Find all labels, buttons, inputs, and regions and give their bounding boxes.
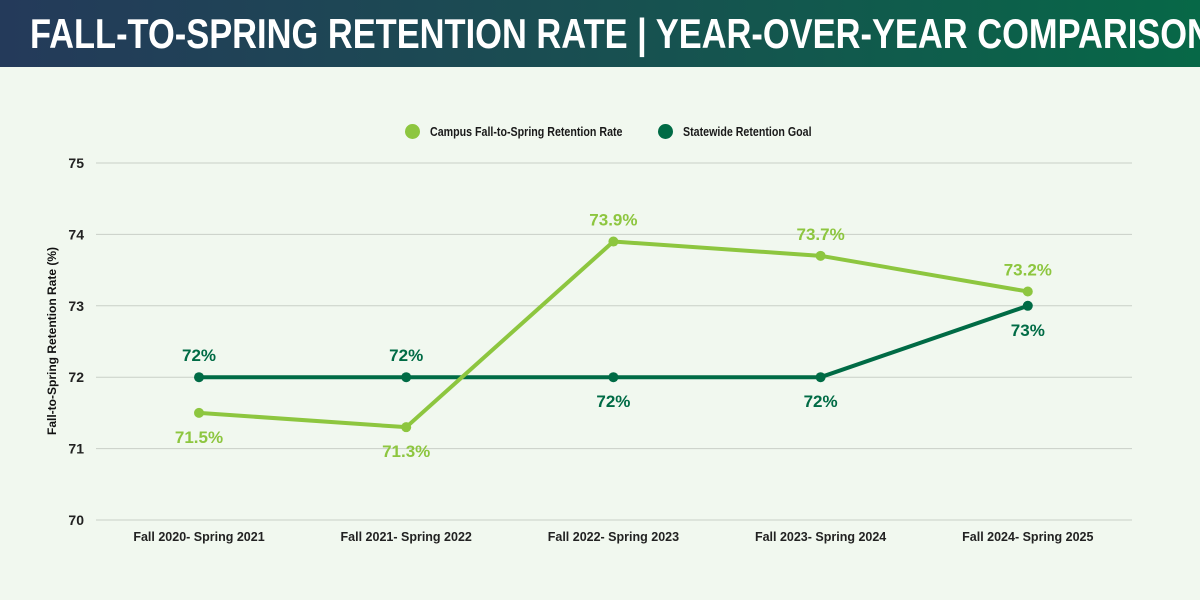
legend-item-statewide[interactable]: Statewide Retention Goal (658, 120, 840, 142)
data-label-campus: 71.5% (175, 428, 223, 447)
x-tick-label: Fall 2022- Spring 2023 (548, 530, 679, 544)
legend-label-campus: Campus Fall-to-Spring Retention Rate (430, 123, 623, 139)
x-tick-label: Fall 2023- Spring 2024 (755, 530, 886, 544)
y-tick-label: 74 (68, 226, 84, 242)
data-label-campus: 73.7% (796, 225, 844, 244)
data-point-statewide (815, 372, 826, 383)
data-label-statewide: 72% (596, 392, 630, 411)
data-point-campus (194, 407, 204, 418)
chart-title: FALL-TO-SPRING RETENTION RATE | YEAR-OVE… (30, 10, 1200, 57)
data-point-campus (815, 250, 826, 261)
data-point-statewide (1022, 300, 1033, 311)
data-label-statewide: 72% (182, 346, 216, 365)
legend: Campus Fall-to-Spring Retention Rate Sta… (0, 120, 1200, 142)
x-axis-ticks: Fall 2020- Spring 2021 Fall 2021- Spring … (133, 530, 1093, 544)
legend-marker-statewide-icon (658, 123, 673, 139)
data-point-statewide (401, 372, 412, 383)
data-labels: 71.5% 71.3% 73.9% 73.7% 73.2% 72% 72% 72% 72% 73% (175, 211, 1052, 462)
x-tick-label: Fall 2024- Spring 2025 (962, 530, 1093, 544)
data-point-statewide (194, 372, 204, 383)
legend-label-statewide: Statewide Retention Goal (683, 123, 812, 139)
data-label-campus: 73.2% (1004, 261, 1052, 280)
x-tick-label: Fall 2020- Spring 2021 (133, 530, 264, 544)
y-axis-ticks: 70 71 72 73 74 75 (68, 155, 84, 528)
data-label-campus: 71.3% (382, 442, 430, 461)
data-label-statewide: 72% (389, 346, 423, 365)
series-line-statewide (197, 303, 1030, 380)
series-layer (194, 236, 1033, 433)
data-point-campus (401, 422, 412, 433)
data-label-statewide: 72% (804, 392, 838, 411)
legend-marker-campus-icon (405, 123, 420, 139)
legend-item-campus[interactable]: Campus Fall-to-Spring Retention Rate (405, 120, 665, 142)
data-point-campus (1022, 286, 1033, 297)
data-point-statewide (608, 372, 619, 383)
data-label-campus: 73.9% (589, 211, 637, 230)
title-banner: FALL-TO-SPRING RETENTION RATE | YEAR-OVE… (0, 0, 1200, 67)
y-tick-label: 72 (68, 369, 84, 385)
y-tick-label: 71 (68, 441, 84, 457)
data-label-statewide: 73% (1011, 321, 1045, 340)
y-tick-label: 70 (68, 512, 84, 528)
x-tick-label: Fall 2021- Spring 2022 (341, 530, 472, 544)
y-tick-label: 75 (68, 155, 84, 171)
y-tick-label: 73 (68, 298, 84, 314)
data-point-campus (608, 236, 619, 247)
y-axis-title: Fall-to-Spring Retention Rate (%) (45, 247, 59, 435)
